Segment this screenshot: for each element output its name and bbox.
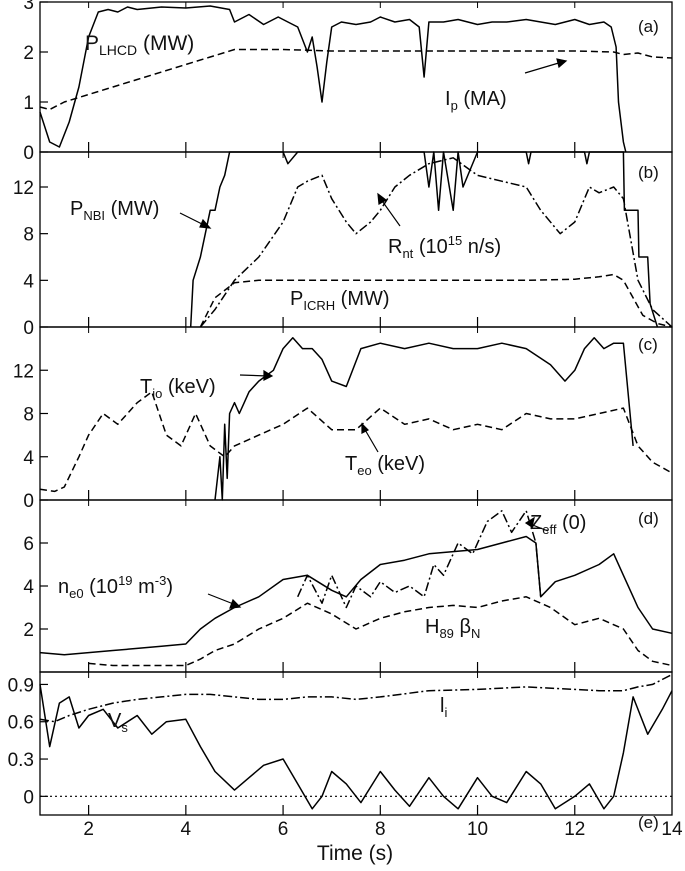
x-tick-label: 14 xyxy=(661,819,683,840)
series-line-e-1 xyxy=(39,684,673,810)
x-tick-label: 12 xyxy=(564,819,585,840)
y-tick-label: 0 xyxy=(23,143,34,164)
arrow-tio-head xyxy=(263,369,274,381)
series-line-d-1 xyxy=(297,510,542,609)
arrow-ip xyxy=(524,61,563,74)
panel-tag-d: (d) xyxy=(638,509,659,528)
panel-frame-5 xyxy=(39,671,673,816)
y-tick-label: 0 xyxy=(23,318,34,339)
label-tio: Tio (keV) xyxy=(140,376,216,401)
y-tick-label: 4 xyxy=(23,448,34,469)
series-line-a-1 xyxy=(39,48,673,111)
x-tick-label: 10 xyxy=(467,819,488,840)
series-line-e-0 xyxy=(39,673,673,723)
y-tick-label: 12 xyxy=(13,178,34,199)
label-teo: Teo (keV) xyxy=(345,453,425,478)
label-h89-beta: H89 βN xyxy=(425,616,480,641)
y-tick-label: 4 xyxy=(23,577,34,598)
y-tick-label: 0.3 xyxy=(8,750,34,771)
arrow-zeff-head xyxy=(524,516,535,528)
y-tick-label: 0 xyxy=(23,787,34,808)
series-line-d-2 xyxy=(88,596,673,667)
x-tick-label: 6 xyxy=(278,819,289,840)
series-line-b-2 xyxy=(199,273,673,328)
y-tick-label: 8 xyxy=(23,405,34,426)
label-li: li xyxy=(440,695,447,720)
y-tick-label: 6 xyxy=(23,534,34,555)
y-tick-label: 8 xyxy=(23,225,34,246)
label-p-lhcd: PLHCD (MW) xyxy=(85,32,194,58)
y-tick-label: 1 xyxy=(23,93,34,114)
x-tick-label: 4 xyxy=(181,819,192,840)
panel-frames xyxy=(39,1,673,816)
series-line-c-1 xyxy=(39,391,673,493)
arrow-pnbi-head xyxy=(199,218,212,229)
label-ip: Ip (MA) xyxy=(445,88,507,113)
chart-curves xyxy=(39,5,673,810)
arrow-ne0-head xyxy=(229,598,242,609)
panel-tag-a: (a) xyxy=(638,17,659,36)
y-tick-label: 0 xyxy=(23,491,34,512)
label-rnt: Rnt (1015 n/s) xyxy=(388,233,501,261)
y-tick-label: 0.6 xyxy=(8,713,34,734)
arrow-rnt-head xyxy=(377,192,388,205)
label-zeff: Zeff (0) xyxy=(530,512,586,537)
label-p-nbi: PNBI (MW) xyxy=(70,198,159,223)
panel-tag-c: (c) xyxy=(638,335,658,354)
x-tick-label: 8 xyxy=(375,819,386,840)
y-tick-label: 2 xyxy=(23,620,34,641)
series-line-b-1 xyxy=(199,157,673,328)
label-ne0: ne0 (1019 m-3) xyxy=(58,573,173,601)
panel-tag-e: (e) xyxy=(638,813,659,832)
arrow-teo xyxy=(363,427,379,453)
annotation-arrows xyxy=(179,58,568,609)
y-tick-label: 12 xyxy=(13,361,34,382)
y-tick-label: 2 xyxy=(23,43,34,64)
series-line-d-0 xyxy=(39,535,673,656)
y-tick-label: 3 xyxy=(23,0,34,14)
x-axis-title: Time (s) xyxy=(317,842,393,865)
arrow-tio xyxy=(239,374,269,377)
label-vs: Vs xyxy=(108,710,128,735)
label-p-icrh: PICRH (MW) xyxy=(290,288,390,313)
x-tick-label: 2 xyxy=(83,819,94,840)
y-tick-label: 4 xyxy=(23,271,34,292)
y-tick-label: 0.9 xyxy=(8,675,34,696)
arrow-ip-head xyxy=(556,58,568,69)
series-line-b-0 xyxy=(189,151,659,328)
arrow-rnt xyxy=(379,197,401,227)
series-line-c-0 xyxy=(214,337,634,501)
panel-tag-b: (b) xyxy=(638,163,659,182)
series-line-a-0 xyxy=(39,5,627,153)
arrow-teo-head xyxy=(361,422,370,434)
